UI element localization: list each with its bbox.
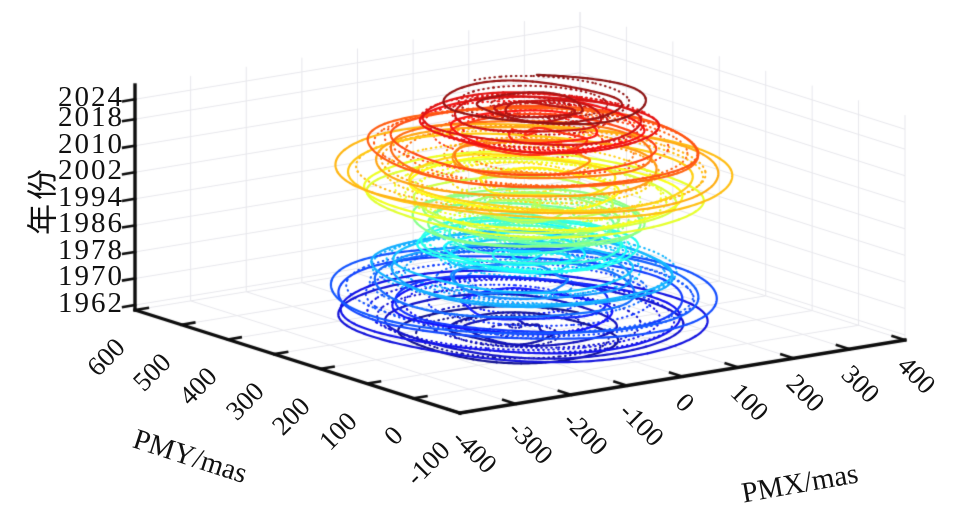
y-axis-title: PMY/mas bbox=[129, 423, 252, 490]
z-axis-title: 年份 bbox=[25, 165, 61, 235]
x-axis-title: PMX/mas bbox=[739, 457, 861, 510]
